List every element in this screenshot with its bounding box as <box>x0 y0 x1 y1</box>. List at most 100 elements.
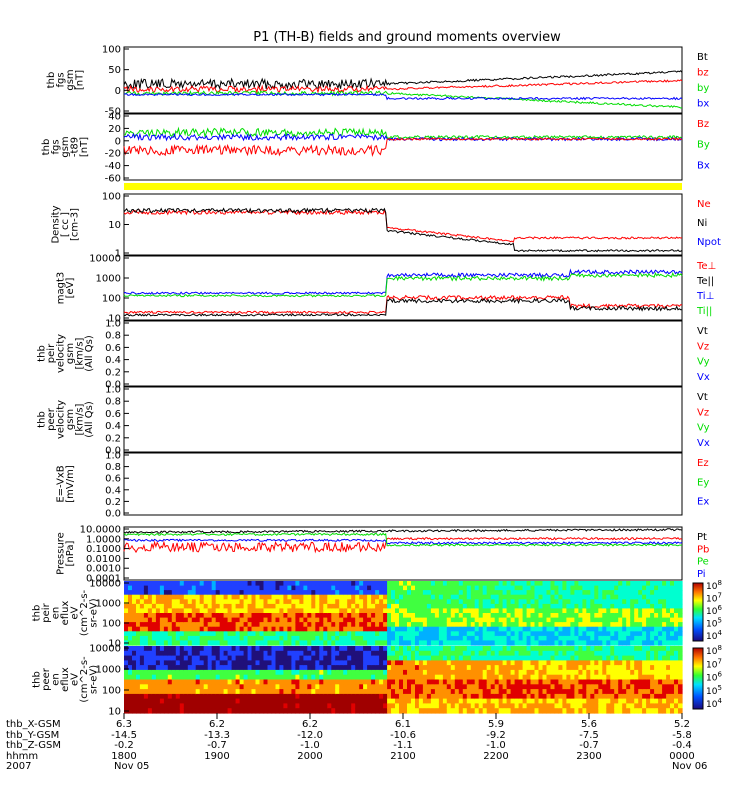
spectrogram-cell <box>430 631 436 637</box>
spectrogram-cell <box>219 698 225 704</box>
spectrogram-cell <box>199 689 205 695</box>
spectrogram-cell <box>518 698 524 704</box>
spectrogram-cell <box>367 679 372 685</box>
spectrogram-cell <box>171 631 177 637</box>
spectrogram-cell <box>299 622 304 628</box>
spectrogram-cell <box>151 684 157 690</box>
spectrogram-cell <box>159 603 165 610</box>
spectrogram-cell <box>538 693 544 700</box>
spectrogram-cell <box>383 665 388 671</box>
spectrogram-cell <box>642 660 647 666</box>
spectrogram-cell <box>610 684 615 690</box>
spectrogram-cell <box>562 693 567 700</box>
spectrogram-cell <box>642 669 647 676</box>
spectrogram-cell <box>327 617 332 623</box>
spectrogram-cell <box>482 655 488 661</box>
spectrogram-cell <box>498 599 504 605</box>
spectrogram-cell <box>522 665 528 671</box>
spectrogram-cell <box>319 594 324 600</box>
spectrogram-cell <box>514 703 520 709</box>
spectrogram-cell <box>239 693 245 700</box>
spectrogram-cell <box>562 689 567 695</box>
spectrogram-cell <box>462 631 468 637</box>
spectrogram-cell <box>211 640 217 646</box>
spectrogram-cell <box>203 599 209 605</box>
spectrogram-cell <box>618 708 623 714</box>
spectrogram-cell <box>247 684 253 690</box>
spectrogram-cell <box>335 698 340 704</box>
spectrogram-cell <box>598 590 603 596</box>
spectrogram-cell <box>514 608 520 614</box>
spectrogram-cell <box>331 613 336 619</box>
spectrogram-cell <box>143 698 149 704</box>
spectrogram-cell <box>191 581 197 587</box>
spectrogram-cell <box>199 603 205 610</box>
spectrogram-cell <box>534 626 540 632</box>
spectrogram-cell <box>522 608 528 614</box>
spectrogram-cell <box>335 689 340 695</box>
spectrogram-cell <box>642 594 647 600</box>
spectrogram-cell <box>538 655 544 661</box>
spectrogram-cell <box>347 590 352 596</box>
spectrogram-cell <box>139 650 145 657</box>
spectrogram-cell <box>626 660 631 666</box>
spectrogram-cell <box>139 669 145 676</box>
spectrogram-cell <box>147 613 153 619</box>
spectrogram-cell <box>578 640 583 646</box>
spectrogram-cell <box>235 585 241 591</box>
colorbar-label: 106 <box>706 671 722 684</box>
spectrogram-cell <box>490 650 496 657</box>
spectrogram-cell <box>486 613 492 619</box>
spectrogram-cell <box>662 684 667 690</box>
spectrogram-cell <box>538 689 544 695</box>
spectrogram-cell <box>594 626 599 632</box>
spectrogram-cell <box>438 655 444 661</box>
spectrogram-cell <box>211 674 217 681</box>
spectrogram-cell <box>359 655 364 661</box>
spectrogram-cell <box>355 581 360 587</box>
spectrogram-cell <box>566 613 571 619</box>
spectrogram-cell <box>562 708 567 714</box>
spectrogram-cell <box>315 631 320 637</box>
spectrogram-cell <box>411 599 416 605</box>
spectrogram-cell <box>143 646 149 652</box>
spectrogram-cell <box>139 635 145 642</box>
spectrogram-cell <box>351 590 356 596</box>
spectrogram-cell <box>490 655 496 661</box>
trace-Te-perp <box>123 294 683 315</box>
spectrogram-cell <box>279 631 284 637</box>
spectrogram-cell <box>327 640 332 646</box>
y-label-line: gsm <box>65 343 76 364</box>
spectrogram-cell <box>331 608 336 614</box>
spectrogram-cell <box>466 689 472 695</box>
spectrogram-cell <box>263 674 269 681</box>
spectrogram-cell <box>502 693 508 700</box>
spectrogram-cell <box>598 660 603 666</box>
spectrogram-cell <box>650 640 655 646</box>
spectrogram-cell <box>454 631 460 637</box>
spectrogram-cell <box>430 640 436 646</box>
spectrogram-cell <box>602 590 607 596</box>
spectrogram-cell <box>482 626 488 632</box>
spectrogram-cell <box>159 631 165 637</box>
spectrogram-cell <box>151 599 157 605</box>
spectrogram-cell <box>422 626 428 632</box>
spectrogram-cell <box>403 613 408 619</box>
spectrogram-cell <box>287 617 292 623</box>
spectrogram-cell <box>167 603 173 610</box>
spectrogram-cell <box>490 635 496 642</box>
spectrogram-cell <box>670 594 675 600</box>
spectrogram-cell <box>578 703 583 709</box>
spectrogram-cell <box>383 603 388 610</box>
spectrogram-cell <box>379 613 384 619</box>
spectrogram-cell <box>606 631 611 637</box>
spectrogram-cell <box>466 646 472 652</box>
spectrogram-cell <box>574 613 579 619</box>
spectrogram-cell <box>574 608 579 614</box>
spectrogram-cell <box>179 655 185 661</box>
spectrogram-cell <box>582 698 587 704</box>
y-label-line: [ cc ] <box>60 212 71 237</box>
spectrogram-cell <box>626 590 631 596</box>
spectrogram-cell <box>658 669 663 676</box>
spectrogram-cell <box>522 698 528 704</box>
